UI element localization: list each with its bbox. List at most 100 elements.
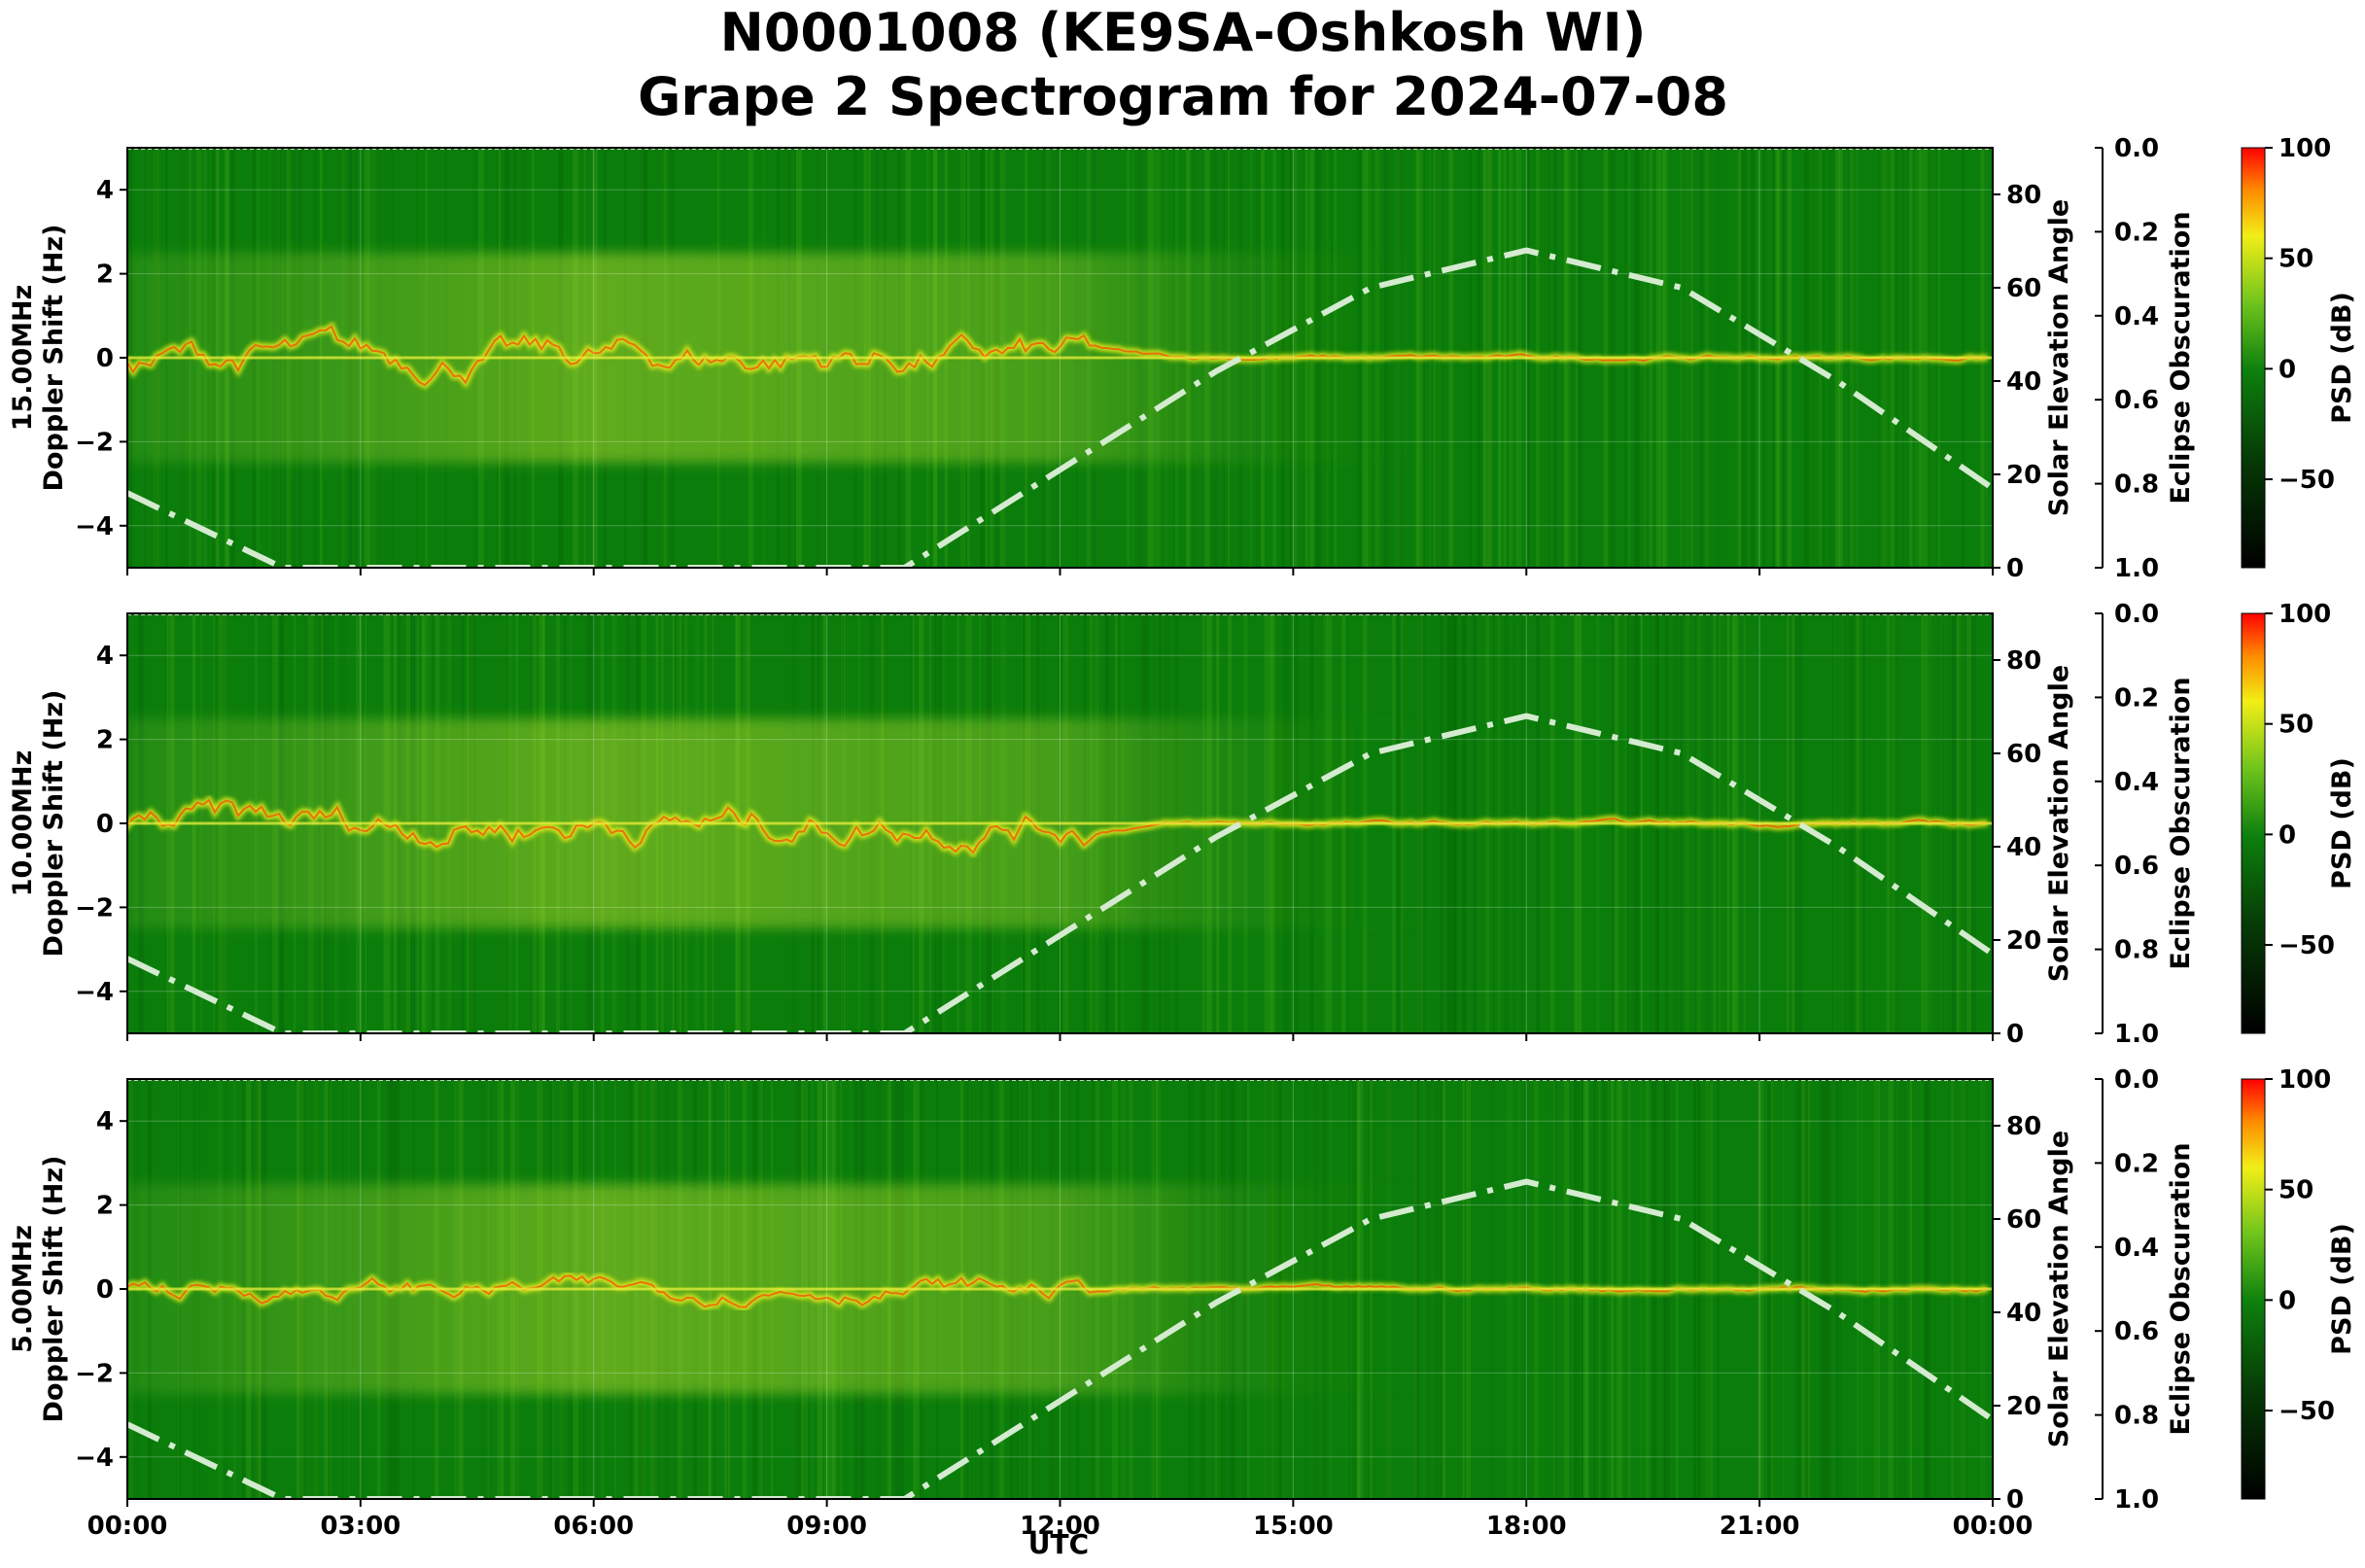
eclipse-tick-label: 0.6 — [2114, 1317, 2159, 1346]
x-tick-label: 12:00 — [1020, 1512, 1100, 1541]
eclipse-tick-label: 0.8 — [2114, 470, 2159, 500]
solar-tick-label: 0 — [2006, 554, 2024, 583]
x-tick-label: 18:00 — [1486, 1512, 1567, 1541]
solar-tick-label: 60 — [2006, 1205, 2041, 1235]
solar-elevation-curve — [127, 247, 1993, 568]
eclipse-tick-label: 0.2 — [2114, 683, 2159, 713]
x-axis-label: UTC — [1028, 1528, 1089, 1560]
solar-tick-label: 20 — [2006, 461, 2041, 490]
colorbar — [2241, 1078, 2266, 1500]
colorbar-tick-label: −50 — [2278, 466, 2335, 495]
x-tick-label: 21:00 — [1720, 1512, 1800, 1541]
eclipse-tick-label: 1.0 — [2114, 1020, 2159, 1049]
eclipse-tick-label: 0.2 — [2114, 218, 2159, 247]
y-tick-label: −4 — [75, 512, 114, 541]
figure-title-line1: N0001008 (KE9SA-Oshkosh WI) — [720, 2, 1647, 63]
solar-tick-label: 20 — [2006, 1392, 2041, 1421]
panel-frequency-label: 10.00MHz — [8, 750, 38, 897]
eclipse-axis-label: Eclipse Obscuration — [2166, 677, 2196, 969]
eclipse-tick-label: 0.4 — [2114, 768, 2159, 797]
panel-frequency-label: 15.00MHz — [8, 285, 38, 432]
panels: 420−2−415.00MHz Doppler Shift (Hz)8060402… — [8, 134, 2357, 1541]
eclipse-tick-label: 0.8 — [2114, 1402, 2159, 1431]
eclipse-tick-label: 0.2 — [2114, 1149, 2159, 1178]
y-tick-label: −4 — [75, 978, 114, 1007]
x-tick-label: 03:00 — [320, 1512, 400, 1541]
y-tick-label: 2 — [96, 261, 114, 290]
x-tick-label: 00:00 — [1953, 1512, 2034, 1541]
eclipse-axis-label: Eclipse Obscuration — [2166, 211, 2196, 504]
solar-axis-label: Solar Elevation Angle — [2044, 665, 2074, 982]
colorbar-tick-label: 50 — [2278, 711, 2313, 740]
colorbar — [2241, 147, 2266, 569]
y-tick-label: 2 — [96, 726, 114, 755]
y-tick-label: −2 — [75, 428, 114, 457]
colorbar-label: PSD (dB) — [2327, 292, 2357, 424]
colorbar — [2241, 612, 2266, 1034]
spectrogram-plot — [127, 1079, 1993, 1499]
y-axis-label: Doppler Shift (Hz) — [39, 690, 69, 958]
spectrogram-plot — [127, 613, 1993, 1033]
solar-tick-label: 80 — [2006, 1112, 2041, 1141]
y-tick-label: 0 — [96, 810, 114, 839]
solar-elevation-curve — [127, 713, 1993, 1033]
x-tick-label: 09:00 — [786, 1512, 867, 1541]
eclipse-tick-label: 0.4 — [2114, 1234, 2159, 1263]
x-tick-label: 06:00 — [553, 1512, 634, 1541]
eclipse-tick-label: 0.0 — [2114, 1065, 2159, 1095]
eclipse-tick-label: 1.0 — [2114, 554, 2159, 583]
colorbar-label: PSD (dB) — [2327, 1223, 2357, 1355]
panel-10-00mhz: 420−2−410.00MHz Doppler Shift (Hz)8060402… — [8, 600, 2357, 1049]
solar-elevation-curve — [127, 1178, 1993, 1499]
solar-axis-label: Solar Elevation Angle — [2044, 1131, 2074, 1447]
solar-tick-label: 80 — [2006, 181, 2041, 210]
y-tick-label: 4 — [96, 642, 114, 671]
solar-tick-label: 60 — [2006, 274, 2041, 303]
colorbar-label: PSD (dB) — [2327, 757, 2357, 889]
solar-tick-label: 20 — [2006, 926, 2041, 956]
solar-tick-label: 40 — [2006, 367, 2041, 397]
colorbar-tick-label: 0 — [2278, 1286, 2296, 1315]
eclipse-tick-label: 1.0 — [2114, 1485, 2159, 1515]
colorbar-tick-label: 100 — [2278, 1065, 2331, 1095]
y-tick-label: −2 — [75, 1359, 114, 1388]
y-tick-label: −4 — [75, 1444, 114, 1473]
y-tick-label: 4 — [96, 176, 114, 205]
panel-15-00mhz: 420−2−415.00MHz Doppler Shift (Hz)8060402… — [8, 134, 2357, 583]
solar-tick-label: 0 — [2006, 1485, 2024, 1515]
colorbar-tick-label: 100 — [2278, 600, 2331, 629]
solar-tick-label: 0 — [2006, 1020, 2024, 1049]
eclipse-tick-label: 0.6 — [2114, 852, 2159, 881]
y-tick-label: 0 — [96, 1275, 114, 1305]
y-tick-label: −2 — [75, 893, 114, 923]
x-tick-label: 00:00 — [87, 1512, 168, 1541]
spectrogram-plot — [127, 148, 1993, 568]
colorbar-tick-label: 50 — [2278, 245, 2313, 274]
eclipse-tick-label: 0.4 — [2114, 302, 2159, 331]
solar-tick-label: 40 — [2006, 833, 2041, 862]
y-axis-label: Doppler Shift (Hz) — [39, 1156, 69, 1423]
figure-title-line2: Grape 2 Spectrogram for 2024-07-08 — [638, 66, 1728, 127]
colorbar-tick-label: 0 — [2278, 820, 2296, 850]
panel-5-00mhz: 420−2−45.00MHz Doppler Shift (Hz)80604020… — [8, 1065, 2357, 1541]
eclipse-tick-label: 0.8 — [2114, 936, 2159, 965]
solar-axis-label: Solar Elevation Angle — [2044, 199, 2074, 516]
solar-tick-label: 40 — [2006, 1299, 2041, 1328]
y-axis-label: Doppler Shift (Hz) — [39, 225, 69, 492]
colorbar-tick-label: 50 — [2278, 1176, 2313, 1205]
eclipse-tick-label: 0.6 — [2114, 386, 2159, 415]
eclipse-axis-label: Eclipse Obscuration — [2166, 1142, 2196, 1435]
panel-frequency-label: 5.00MHz — [8, 1225, 38, 1353]
colorbar-tick-label: −50 — [2278, 1397, 2335, 1426]
solar-tick-label: 60 — [2006, 740, 2041, 769]
y-tick-label: 0 — [96, 344, 114, 373]
colorbar-tick-label: 0 — [2278, 355, 2296, 384]
colorbar-tick-label: −50 — [2278, 931, 2335, 960]
eclipse-tick-label: 0.0 — [2114, 600, 2159, 629]
y-tick-label: 4 — [96, 1107, 114, 1136]
solar-tick-label: 80 — [2006, 646, 2041, 676]
colorbar-tick-label: 100 — [2278, 134, 2331, 163]
eclipse-tick-label: 0.0 — [2114, 134, 2159, 163]
x-tick-label: 15:00 — [1253, 1512, 1334, 1541]
